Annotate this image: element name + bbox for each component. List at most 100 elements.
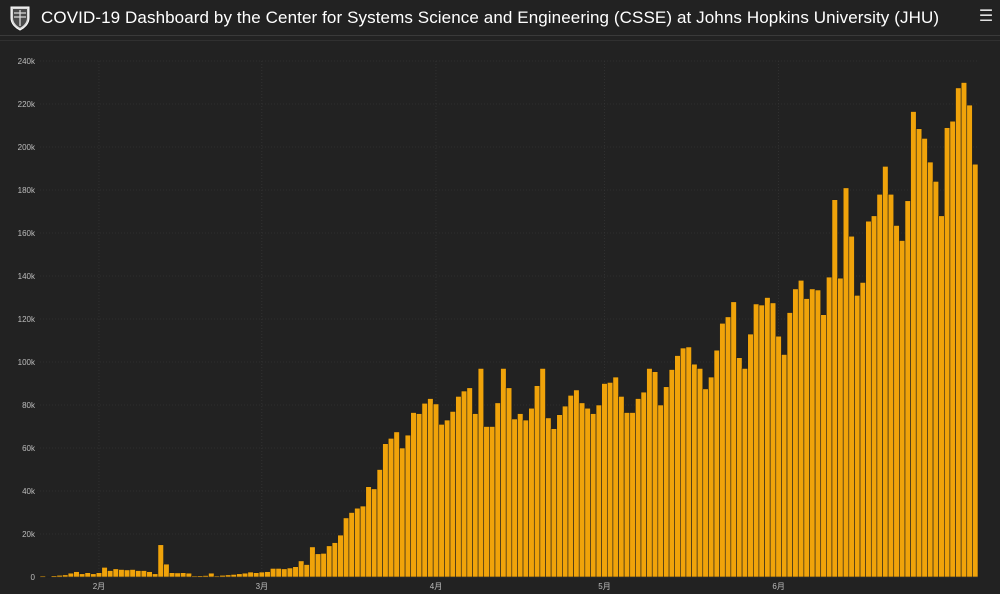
daily-case-bar[interactable] xyxy=(657,404,664,578)
daily-case-bar[interactable] xyxy=(753,303,760,578)
daily-case-bar[interactable] xyxy=(421,402,428,578)
daily-case-bar[interactable] xyxy=(663,386,670,578)
daily-case-bar[interactable] xyxy=(769,302,777,578)
daily-case-bar[interactable] xyxy=(219,574,226,578)
daily-case-bar[interactable] xyxy=(118,569,125,578)
daily-case-bar[interactable] xyxy=(129,569,136,578)
daily-case-bar[interactable] xyxy=(152,573,159,578)
daily-case-bar[interactable] xyxy=(826,276,833,578)
daily-case-bar[interactable] xyxy=(298,560,305,578)
daily-case-bar[interactable] xyxy=(893,225,900,578)
daily-case-bar[interactable] xyxy=(303,564,310,578)
daily-case-bar[interactable] xyxy=(359,505,367,578)
daily-case-bar[interactable] xyxy=(208,572,215,578)
daily-case-bar[interactable] xyxy=(595,404,602,578)
daily-case-bar[interactable] xyxy=(196,575,204,578)
daily-case-bar[interactable] xyxy=(567,395,574,578)
daily-case-bar[interactable] xyxy=(562,405,569,578)
daily-case-bar[interactable] xyxy=(651,371,659,578)
daily-case-bar[interactable] xyxy=(432,403,440,578)
daily-case-bar[interactable] xyxy=(545,417,552,578)
daily-case-bar[interactable] xyxy=(955,87,962,578)
daily-case-bar[interactable] xyxy=(719,322,726,578)
daily-case-bar[interactable] xyxy=(910,111,917,578)
daily-case-bar[interactable] xyxy=(84,572,91,578)
daily-case-bar[interactable] xyxy=(842,187,850,578)
daily-case-bar[interactable] xyxy=(135,570,142,578)
daily-case-bar[interactable] xyxy=(736,357,743,578)
daily-case-bar[interactable] xyxy=(972,163,979,578)
daily-case-bar[interactable] xyxy=(376,469,383,578)
daily-case-bar[interactable] xyxy=(854,295,861,578)
daily-case-bar[interactable] xyxy=(837,277,844,578)
daily-case-bar[interactable] xyxy=(831,199,838,578)
daily-case-bar[interactable] xyxy=(483,426,490,578)
daily-case-bar[interactable] xyxy=(56,574,63,578)
daily-case-bar[interactable] xyxy=(820,314,827,578)
daily-case-bar[interactable] xyxy=(112,568,119,578)
daily-case-bar[interactable] xyxy=(382,443,389,578)
daily-case-bar[interactable] xyxy=(404,434,412,578)
daily-case-bar[interactable] xyxy=(528,407,535,578)
daily-case-bar[interactable] xyxy=(511,418,518,578)
daily-case-bar[interactable] xyxy=(921,138,928,578)
daily-case-bar[interactable] xyxy=(932,181,939,578)
daily-case-bar[interactable] xyxy=(876,194,883,578)
daily-case-bar[interactable] xyxy=(449,411,456,578)
daily-case-bar[interactable] xyxy=(427,398,434,578)
daily-case-bar[interactable] xyxy=(101,567,108,578)
daily-case-bar[interactable] xyxy=(629,412,636,578)
daily-case-bar[interactable] xyxy=(286,567,294,578)
daily-case-bar[interactable] xyxy=(444,419,451,578)
daily-case-bar[interactable] xyxy=(202,575,209,578)
daily-case-bar[interactable] xyxy=(803,298,810,578)
daily-case-bar[interactable] xyxy=(786,312,793,578)
daily-case-bar[interactable] xyxy=(253,572,260,578)
daily-case-bar[interactable] xyxy=(618,396,625,578)
daily-case-bar[interactable] xyxy=(258,571,265,578)
daily-case-bar[interactable] xyxy=(314,553,322,578)
daily-case-bar[interactable] xyxy=(90,573,97,578)
daily-case-bar[interactable] xyxy=(387,438,395,578)
daily-case-bar[interactable] xyxy=(730,301,737,578)
daily-case-bar[interactable] xyxy=(62,574,69,578)
daily-case-bar[interactable] xyxy=(50,575,58,578)
daily-case-bar[interactable] xyxy=(764,297,771,578)
daily-case-bar[interactable] xyxy=(606,382,614,578)
daily-case-bar[interactable] xyxy=(741,368,749,578)
daily-case-bar[interactable] xyxy=(157,544,164,578)
daily-case-bar[interactable] xyxy=(67,572,75,578)
daily-case-bar[interactable] xyxy=(399,447,406,578)
daily-case-bar[interactable] xyxy=(354,507,361,578)
daily-case-bar[interactable] xyxy=(882,166,889,578)
daily-case-bar[interactable] xyxy=(343,517,350,578)
daily-case-bar[interactable] xyxy=(713,349,720,578)
daily-case-bar[interactable] xyxy=(859,282,866,578)
daily-case-bar[interactable] xyxy=(185,572,192,578)
daily-case-bar[interactable] xyxy=(39,575,46,578)
daily-case-bar[interactable] xyxy=(674,355,681,578)
daily-case-bar[interactable] xyxy=(371,488,378,578)
daily-case-bar[interactable] xyxy=(107,570,114,578)
daily-case-bar[interactable] xyxy=(685,346,692,578)
daily-case-bar[interactable] xyxy=(635,398,642,578)
daily-case-bar[interactable] xyxy=(668,369,676,578)
daily-case-bar[interactable] xyxy=(848,235,855,578)
daily-case-bar[interactable] xyxy=(522,419,529,578)
daily-case-bar[interactable] xyxy=(949,120,956,578)
daily-case-bar[interactable] xyxy=(556,414,563,578)
daily-case-bar[interactable] xyxy=(123,569,131,578)
daily-case-bar[interactable] xyxy=(247,571,254,578)
hamburger-menu-icon[interactable]: ☰ xyxy=(978,8,994,25)
daily-case-bar[interactable] xyxy=(590,413,597,578)
daily-case-bar[interactable] xyxy=(264,571,271,578)
daily-case-bar[interactable] xyxy=(708,376,715,578)
daily-case-bar[interactable] xyxy=(472,413,479,578)
daily-case-bar[interactable] xyxy=(612,376,619,578)
daily-case-bar[interactable] xyxy=(623,412,631,578)
daily-case-bar[interactable] xyxy=(814,289,822,578)
daily-case-bar[interactable] xyxy=(775,335,782,578)
daily-case-bar[interactable] xyxy=(460,390,468,578)
daily-case-bar[interactable] xyxy=(966,104,973,578)
daily-case-bar[interactable] xyxy=(550,428,558,578)
